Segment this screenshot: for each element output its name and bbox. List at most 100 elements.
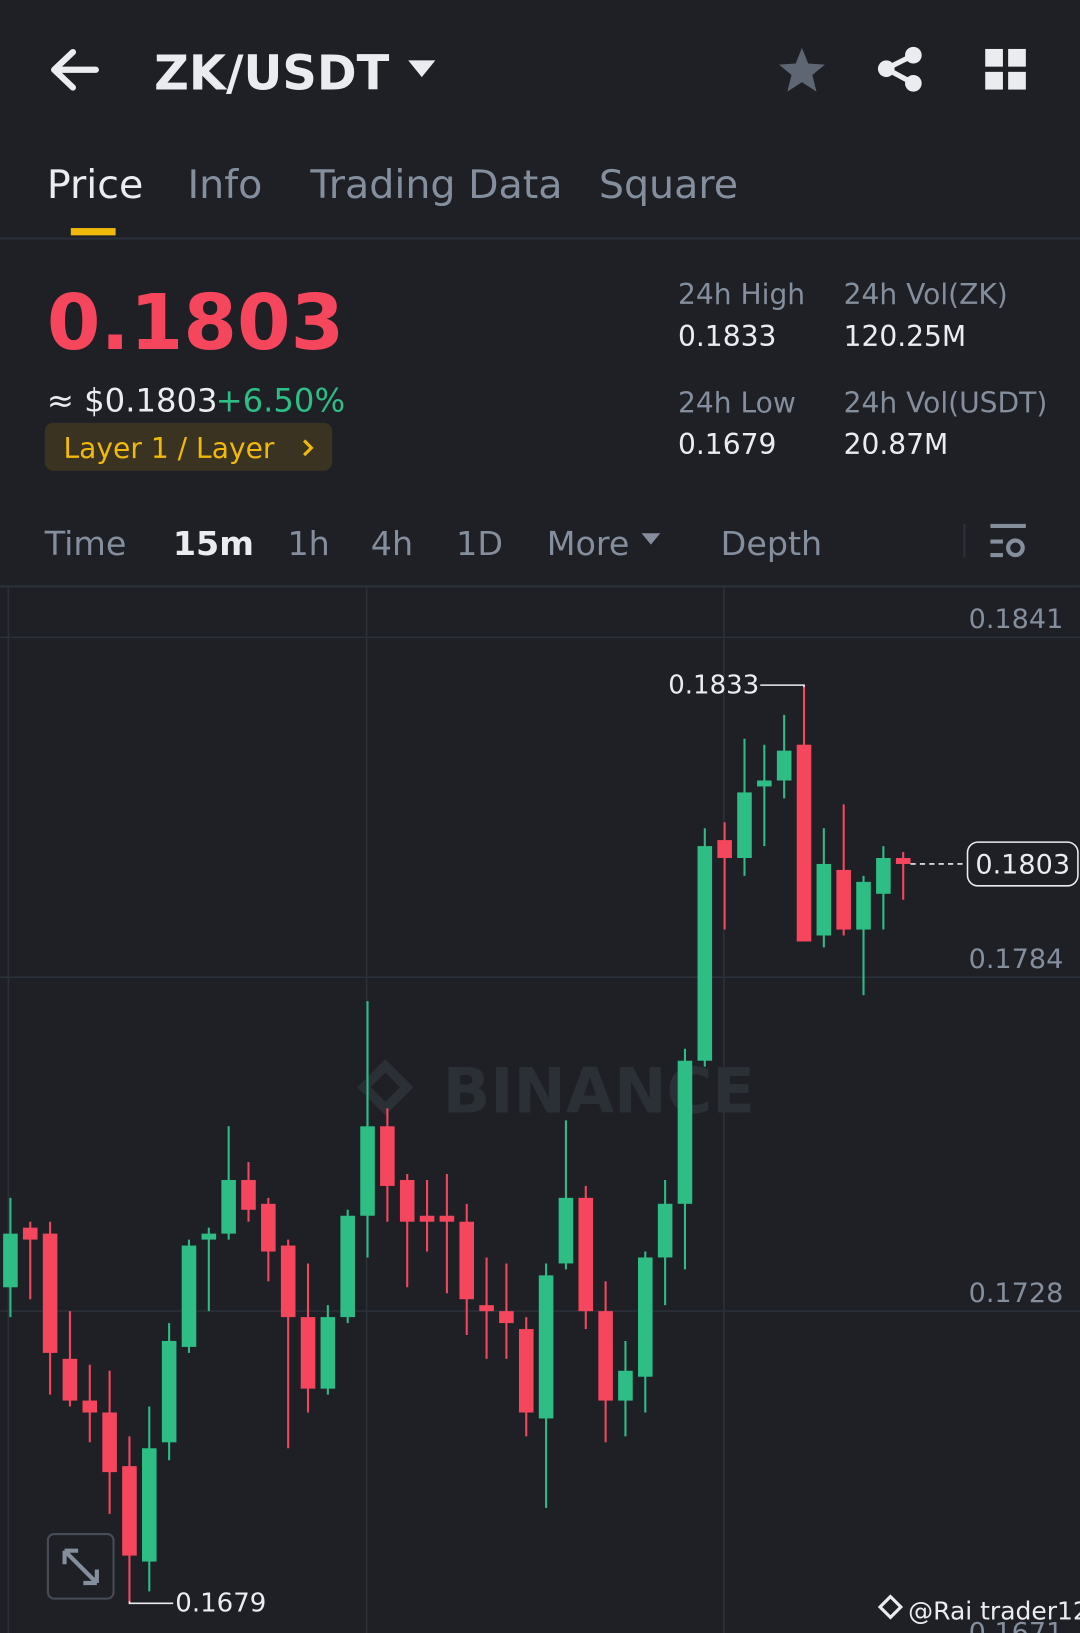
candle-body bbox=[360, 1126, 375, 1216]
watermark-logo bbox=[357, 1059, 414, 1116]
candle-body bbox=[657, 1203, 673, 1258]
candle-body bbox=[856, 881, 871, 930]
candle-body bbox=[399, 1179, 415, 1222]
candle-body bbox=[737, 792, 752, 859]
credit-logo bbox=[877, 1594, 904, 1620]
pair-title[interactable]: ZK/USDT bbox=[154, 47, 389, 102]
y-tick-label: 0.1728 bbox=[969, 1278, 1064, 1309]
stat-value: 20.87M bbox=[844, 428, 949, 461]
candle-body bbox=[62, 1358, 78, 1401]
low-marker-label: 0.1679 bbox=[175, 1589, 266, 1619]
category-tag[interactable] bbox=[44, 422, 333, 471]
candle-body bbox=[419, 1215, 435, 1222]
interval[interactable]: 4h bbox=[371, 524, 413, 563]
candle-body bbox=[499, 1311, 514, 1324]
more-dropdown[interactable] bbox=[641, 533, 661, 545]
divider bbox=[0, 237, 1080, 240]
candle-body bbox=[618, 1370, 633, 1401]
stat-label: 24h Vol(ZK) bbox=[844, 278, 1008, 311]
stat-value: 0.1833 bbox=[678, 320, 776, 353]
tab-indicator bbox=[70, 228, 116, 236]
last-price-box bbox=[966, 841, 1079, 887]
candle-body bbox=[3, 1233, 18, 1288]
candle-body bbox=[261, 1203, 276, 1252]
candle-body bbox=[538, 1275, 554, 1419]
watermark: BINANCE bbox=[443, 1054, 755, 1127]
candle-body bbox=[836, 869, 851, 930]
divider bbox=[963, 523, 966, 558]
candle-body bbox=[479, 1305, 494, 1312]
candle-body bbox=[459, 1221, 475, 1300]
candle-body bbox=[439, 1215, 455, 1222]
interval[interactable]: 15m bbox=[173, 524, 254, 563]
credit: @Rai trader12 bbox=[908, 1596, 1080, 1625]
candle-body bbox=[241, 1179, 256, 1210]
stat-label: 24h Vol(USDT) bbox=[844, 386, 1048, 419]
candle-body bbox=[320, 1317, 336, 1389]
candle-body bbox=[42, 1233, 58, 1353]
pair-dropdown[interactable] bbox=[408, 60, 436, 78]
grid-menu-icon[interactable] bbox=[985, 48, 1026, 90]
candle-body bbox=[895, 858, 911, 864]
stat-value: 120.25M bbox=[844, 320, 967, 353]
candle-body bbox=[578, 1197, 594, 1312]
chart-settings-icon[interactable] bbox=[990, 523, 1026, 558]
candle-body bbox=[518, 1329, 534, 1413]
interval[interactable]: 1h bbox=[287, 524, 329, 563]
candle-body bbox=[142, 1448, 157, 1562]
candle-body bbox=[161, 1340, 177, 1443]
high-marker-line bbox=[760, 684, 805, 688]
candle-body bbox=[280, 1245, 296, 1318]
chart: BINANCE 0.1841 0.1784 0.1728 0.1671 0.1833 0.… bbox=[0, 587, 1080, 1633]
candle-body bbox=[717, 840, 732, 859]
candle-body bbox=[558, 1197, 574, 1264]
candle-body bbox=[340, 1215, 355, 1318]
category-tag-text[interactable]: Layer 1 / Layer bbox=[64, 432, 275, 465]
divider bbox=[0, 585, 1080, 588]
high-marker-label: 0.1833 bbox=[668, 670, 759, 700]
fullscreen-icon bbox=[62, 1548, 99, 1586]
candle-body bbox=[181, 1245, 197, 1347]
candle-body bbox=[122, 1466, 137, 1556]
back-button[interactable] bbox=[51, 48, 99, 91]
interval[interactable]: Time bbox=[44, 524, 127, 563]
stat-label: 24h Low bbox=[678, 386, 796, 419]
share-icon[interactable] bbox=[877, 46, 922, 92]
y-tick-label: 0.1671 bbox=[969, 1618, 1064, 1633]
low-marker-line bbox=[128, 1601, 174, 1605]
candle-body bbox=[816, 863, 832, 936]
candle-body bbox=[757, 780, 772, 787]
tab[interactable]: Trading Data bbox=[309, 162, 562, 208]
last-price: 0.1803 bbox=[47, 278, 344, 368]
candle-body bbox=[776, 750, 792, 781]
stat-value: 0.1679 bbox=[678, 428, 776, 461]
candle-body bbox=[22, 1227, 38, 1240]
interval[interactable]: Depth bbox=[721, 524, 822, 563]
interval[interactable]: 1D bbox=[456, 524, 503, 563]
tab[interactable]: Price bbox=[47, 162, 144, 208]
candle-body bbox=[638, 1257, 653, 1377]
candle-body bbox=[82, 1400, 98, 1413]
fullscreen-button[interactable] bbox=[46, 1533, 115, 1600]
candle-body bbox=[677, 1060, 693, 1204]
candle-body bbox=[697, 846, 713, 1061]
candle-body bbox=[380, 1126, 395, 1186]
tab[interactable]: Info bbox=[187, 162, 262, 208]
candle-body bbox=[598, 1311, 613, 1401]
last-price-label: 0.1803 bbox=[975, 849, 1070, 880]
candle-body bbox=[201, 1233, 217, 1240]
favorite-icon[interactable] bbox=[779, 47, 825, 92]
candle-body bbox=[796, 744, 812, 942]
candle-body bbox=[102, 1412, 117, 1473]
tab[interactable]: Square bbox=[599, 162, 738, 208]
y-tick-label: 0.1784 bbox=[969, 944, 1064, 975]
price-change: +6.50% bbox=[216, 381, 346, 419]
tag-chevron bbox=[303, 439, 314, 457]
candle-body bbox=[876, 858, 891, 894]
interval[interactable]: More bbox=[547, 524, 630, 563]
candle-body bbox=[300, 1317, 316, 1389]
y-tick-label: 0.1841 bbox=[969, 604, 1064, 635]
candle-body bbox=[221, 1179, 236, 1234]
